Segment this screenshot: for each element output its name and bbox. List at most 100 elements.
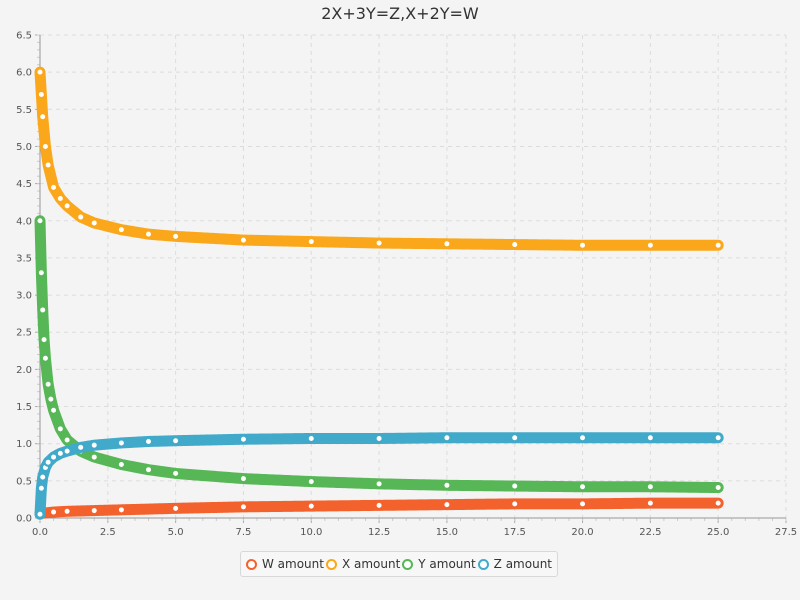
z-amount-point — [306, 433, 316, 443]
y-amount-point — [40, 353, 50, 363]
x-tick-label: 20.0 — [571, 527, 593, 538]
legend-label: X amount — [341, 557, 401, 571]
y-amount-point — [645, 482, 655, 492]
legend-swatch-w-amount — [245, 558, 257, 570]
x-tick-label: 7.5 — [236, 527, 252, 538]
w-amount-point — [89, 506, 99, 516]
x-amount-point — [89, 218, 99, 228]
x-amount-point — [38, 112, 48, 122]
y-amount-point — [442, 480, 452, 490]
x-tick-label: 25.0 — [707, 527, 729, 538]
x-amount-point — [374, 238, 384, 248]
x-amount-point — [55, 193, 65, 203]
y-amount-point — [238, 474, 248, 484]
x-amount-point — [442, 239, 452, 249]
legend-label: Z amount — [493, 557, 553, 571]
w-amount-point — [374, 500, 384, 510]
x-amount-point — [116, 225, 126, 235]
y-amount-point — [578, 482, 588, 492]
y-amount-point — [36, 268, 46, 278]
x-amount-point — [578, 240, 588, 250]
y-tick-label: 5.0 — [16, 142, 32, 153]
x-amount-point — [645, 240, 655, 250]
w-amount-point — [116, 505, 126, 515]
y-tick-label: 2.0 — [16, 365, 32, 376]
y-tick-label: 3.5 — [16, 253, 32, 264]
z-amount-point — [49, 452, 59, 462]
y-amount-point — [171, 468, 181, 478]
z-amount-point — [76, 442, 86, 452]
legend-item-x-amount: X amount — [325, 557, 401, 571]
w-amount-point — [442, 500, 452, 510]
z-amount-point — [238, 434, 248, 444]
legend-swatch-y-amount — [402, 558, 414, 570]
z-amount-point — [144, 436, 154, 446]
y-amount-point — [35, 216, 45, 226]
y-tick-label: 6.0 — [16, 68, 32, 79]
z-amount-point — [89, 440, 99, 450]
x-amount-point — [43, 160, 53, 170]
y-amount-point — [62, 435, 72, 445]
y-tick-label: 0.0 — [16, 514, 32, 525]
z-amount-point — [35, 509, 45, 519]
z-amount-point — [374, 433, 384, 443]
z-amount-point — [645, 433, 655, 443]
w-amount-point — [171, 503, 181, 513]
x-amount-point — [171, 231, 181, 241]
y-amount-point — [38, 305, 48, 315]
x-amount-point — [40, 141, 50, 151]
y-amount-point — [116, 459, 126, 469]
x-tick-label: 15.0 — [436, 527, 458, 538]
y-amount-point — [55, 424, 65, 434]
z-amount-point — [713, 433, 723, 443]
x-amount-point — [510, 240, 520, 250]
chart-title: 2X+3Y=Z,X+2Y=W — [321, 4, 479, 23]
z-amount-point — [116, 438, 126, 448]
y-tick-label: 0.5 — [16, 476, 32, 487]
z-amount-point — [171, 436, 181, 446]
y-amount-point — [46, 394, 56, 404]
y-tick-label: 3.0 — [16, 291, 32, 302]
legend-label: W amount — [261, 557, 324, 571]
y-amount-point — [374, 479, 384, 489]
y-tick-label: 6.5 — [16, 31, 32, 42]
legend: W amount X amount Y amount Z amount — [240, 551, 558, 577]
w-amount-point — [578, 499, 588, 509]
x-tick-label: 12.5 — [368, 527, 390, 538]
y-tick-label: 4.0 — [16, 216, 32, 227]
x-amount-point — [144, 229, 154, 239]
w-amount-point — [238, 502, 248, 512]
w-amount-point — [510, 499, 520, 509]
w-amount-point — [306, 501, 316, 511]
z-amount-point — [442, 433, 452, 443]
legend-label: Y amount — [418, 557, 476, 571]
y-amount-point — [43, 379, 53, 389]
y-tick-label: 4.5 — [16, 179, 32, 190]
x-tick-label: 0.0 — [32, 527, 48, 538]
x-tick-label: 17.5 — [504, 527, 526, 538]
x-amount-point — [62, 201, 72, 211]
y-amount-point — [713, 483, 723, 493]
legend-item-z-amount: Z amount — [477, 557, 553, 571]
y-tick-label: 1.5 — [16, 402, 32, 413]
y-amount-point — [39, 335, 49, 345]
y-amount-point — [510, 481, 520, 491]
x-tick-label: 5.0 — [168, 527, 184, 538]
y-tick-label: 1.0 — [16, 439, 32, 450]
x-tick-label: 22.5 — [639, 527, 661, 538]
z-amount-point — [578, 433, 588, 443]
x-amount-point — [76, 212, 86, 222]
w-amount-point — [713, 498, 723, 508]
x-amount-point — [35, 67, 45, 77]
w-amount-point — [62, 506, 72, 516]
x-tick-label: 10.0 — [300, 527, 322, 538]
x-amount-point — [306, 237, 316, 247]
legend-swatch-z-amount — [477, 558, 489, 570]
x-amount-point — [49, 182, 59, 192]
y-tick-label: 2.5 — [16, 328, 32, 339]
z-amount-point — [38, 472, 48, 482]
legend-item-y-amount: Y amount — [402, 557, 476, 571]
z-amount-point — [36, 483, 46, 493]
